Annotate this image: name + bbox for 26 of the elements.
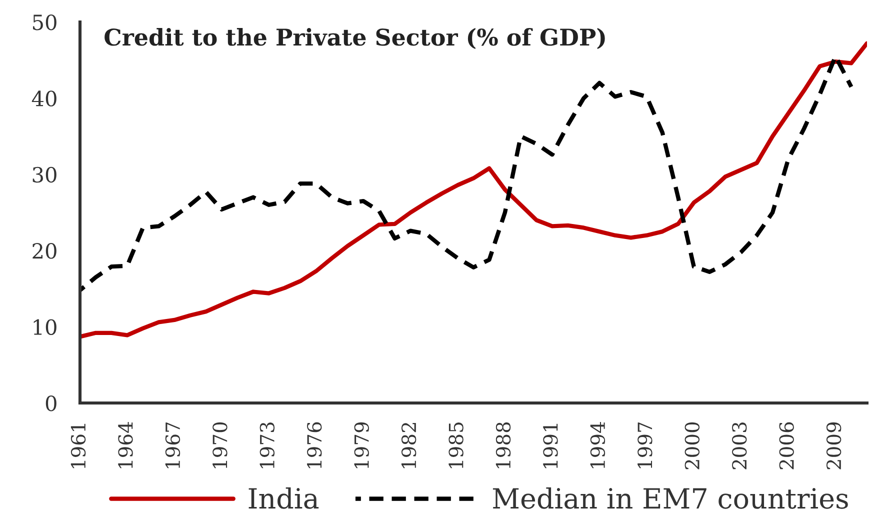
x-tick-label: 1964 — [118, 422, 133, 468]
y-tick-label: 40 — [32, 90, 56, 106]
x-tick-label: 1979 — [354, 422, 369, 468]
x-tick-label: 2003 — [732, 422, 747, 470]
x-tick-label: 2000 — [684, 422, 700, 470]
y-tick-label: 50 — [33, 14, 56, 30]
chart-title: Credit to the Private Sector (% of GDP) — [104, 28, 605, 50]
x-tick-label: 1985 — [448, 422, 464, 468]
x-tick-label: 1994 — [590, 422, 606, 468]
y-tick-label: 30 — [32, 166, 56, 183]
x-tick-label: 1988 — [496, 422, 511, 468]
y-tick-label: 10 — [34, 319, 56, 336]
y-tick-label: 0 — [46, 395, 56, 412]
x-tick-label: 1982 — [401, 422, 416, 468]
legend-label: India — [248, 487, 319, 509]
x-tick-label: 1973 — [260, 422, 275, 468]
x-tick-label: 1976 — [307, 422, 322, 468]
x-tick-label: 2009 — [826, 422, 842, 470]
x-tick-label: 1967 — [165, 422, 180, 468]
legend-label: Median in EM7 countries — [492, 487, 848, 509]
y-tick-label: 20 — [32, 243, 56, 259]
x-tick-label: 1970 — [212, 422, 228, 468]
x-tick-label: 2006 — [779, 422, 794, 470]
x-tick-label: 1997 — [638, 422, 652, 468]
x-tick-label: 1961 — [70, 424, 86, 468]
x-tick-label: 1991 — [543, 424, 558, 468]
